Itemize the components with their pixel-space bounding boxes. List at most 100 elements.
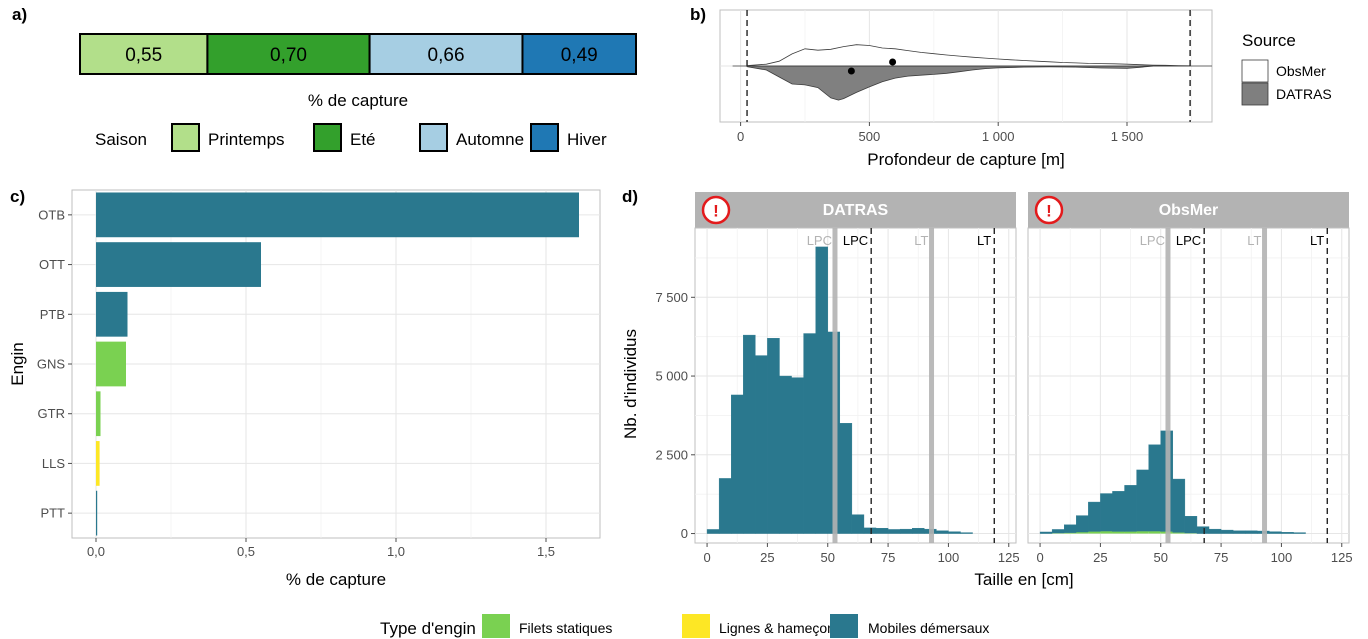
panel-a-legend-key-1	[313, 123, 342, 152]
panel-d-bar-0-11	[839, 423, 853, 534]
panel-c-bars	[96, 192, 579, 536]
panel-c-bar-gns	[96, 341, 126, 387]
panel-a-bar-3	[521, 33, 638, 75]
panel-d-bar-1-3	[1076, 515, 1089, 533]
panel-b-tick-label-1: 500	[859, 129, 881, 144]
panel-d-bar-1-20	[1281, 532, 1294, 534]
panel-c-bar-ptb	[96, 291, 128, 337]
warning-icon-glyph-0: !	[713, 202, 719, 221]
gear-legend-label-1: Lignes & hameçons	[719, 620, 842, 636]
panel-c-label: c)	[10, 187, 25, 206]
panel-c-bar-ott	[96, 242, 261, 287]
panel-d-ylabel: Nb. d'individus	[621, 329, 640, 439]
gear-type-legend: Type d'engin Filets statiques Lignes & ham…	[380, 614, 989, 638]
panel-b-legend-key-0	[1241, 59, 1269, 83]
panel-b-mean-datras	[847, 67, 855, 75]
panel-b-tick-label-0: 0	[737, 129, 744, 144]
gear-legend-key-1	[682, 614, 710, 638]
panel-b-legend-title: Source	[1242, 31, 1296, 50]
panel-b-legend-label-0: ObsMer	[1276, 63, 1326, 79]
panel-d-bar-0-12	[851, 514, 865, 534]
panel-b-label: b)	[690, 5, 706, 24]
panel-b-violin-datras	[746, 65, 1154, 101]
panel-a-bar-label-3: 0,49	[561, 45, 598, 66]
panel-d-bar-0-8	[803, 333, 816, 534]
panel-d-refline-label-0-2: LT	[914, 233, 928, 248]
panel-d-bar-1-11	[1172, 478, 1186, 533]
panel-d-strip-0	[695, 192, 1016, 228]
panel-d-refline-label-1-1: LPC	[1176, 233, 1201, 248]
panel-c-bar-gtr	[96, 391, 101, 437]
panel-d-bar-1-6	[1112, 491, 1125, 532]
panel-d-bar-1-0	[1039, 531, 1053, 534]
panel-d-xtick-label-0-0: 0	[703, 550, 710, 565]
panel-b-legend: ObsMer DATRAS	[1241, 59, 1332, 106]
panel-d-bar-0-19	[936, 530, 949, 534]
panel-d-bar-fs-1-8	[1136, 531, 1149, 534]
panel-d-bar-1-15	[1220, 529, 1234, 534]
panel-d-bar-0-7	[791, 377, 804, 534]
panel-a-bar-1	[206, 33, 371, 75]
panel-a-legend-label-1: Eté	[350, 130, 376, 149]
panel-d-xtick-label-1-1: 25	[1093, 550, 1107, 565]
panel-d-refline-label-0-3: LT	[977, 233, 991, 248]
panel-d-refline-label-0-1: LPC	[843, 233, 868, 248]
panel-d-bar-1-1	[1051, 529, 1065, 534]
panel-d-bar-1-16	[1232, 530, 1246, 534]
panel-b-tick-label-2: 1 000	[982, 129, 1015, 144]
panel-a-legend-key-2	[419, 123, 448, 152]
panel-d-bar-1-14	[1208, 528, 1222, 534]
panel-c-ytick-label-2: PTB	[40, 307, 65, 322]
panel-a-xlabel: % de capture	[308, 91, 408, 110]
gear-legend-title: Type d'engin	[380, 619, 476, 638]
panel-a-legend: Saison Printemps Eté Automne Hiver	[95, 123, 607, 152]
panel-d-bar-1-9	[1148, 444, 1161, 532]
panel-a-legend-label-3: Hiver	[567, 130, 607, 149]
warning-icon	[701, 195, 731, 225]
panel-d-bar-fs-1-5	[1100, 531, 1113, 534]
panel-d-bar-1-13	[1196, 526, 1210, 534]
panel-d-ytick-label-1: 2 500	[655, 447, 688, 462]
panel-d-bar-0-21	[960, 532, 973, 534]
panel-d-bar-fs-1-2	[1064, 532, 1077, 534]
panel-c-xtick-label-1: 0,5	[237, 544, 255, 559]
panel-d-xtick-label-0-1: 25	[760, 550, 774, 565]
panel-c-ytick-label-4: GTR	[38, 406, 65, 421]
panel-b-ticks: 0 500 1 000 1 500	[737, 122, 1143, 144]
panel-d-bar-fs-1-7	[1124, 531, 1137, 534]
panel-d-bar-fs-1-6	[1112, 531, 1125, 534]
panel-d-xtick-label-1-5: 125	[1331, 550, 1353, 565]
panel-c-xtick-label-2: 1,0	[387, 544, 405, 559]
panel-d-bar-0-15	[887, 529, 901, 534]
panel-d-facets: DATRAS! LPC LPC LT LT 0 25 50 75 100 125 ObsMer! LPC…	[655, 192, 1353, 565]
panel-a-legend-label-0: Printemps	[208, 130, 285, 149]
panel-d-bar-0-4	[755, 355, 768, 534]
panel-d-refline-label-0-0: LPC	[807, 233, 832, 248]
panel-d-bar-fs-1-4	[1088, 531, 1101, 534]
panel-c-ticks: 0,0 0,5 1,0 1,5 OTB OTT PTB GNS GTR LLS PTT	[37, 207, 555, 559]
panel-c-ytick-label-1: OTT	[39, 257, 65, 272]
panel-a-bar-0	[79, 33, 209, 75]
panel-b-legend-label-1: DATRAS	[1276, 86, 1332, 102]
panel-c-ylabel: Engin	[8, 342, 27, 385]
panel-c-ytick-label-6: PTT	[40, 506, 65, 521]
panel-a-bar-2	[368, 33, 524, 75]
panel-d-bar-fs-1-11	[1172, 532, 1185, 534]
panel-d-xtick-label-1-0: 0	[1036, 550, 1043, 565]
panel-a-legend-label-2: Automne	[456, 130, 524, 149]
panel-d-bar-0-17	[912, 527, 925, 534]
panel-c-bar-lls	[96, 441, 100, 486]
panel-d-strip-label-0: DATRAS	[823, 202, 889, 219]
panel-d-bar-0-9	[815, 246, 828, 534]
panel-c-bar-ptt	[96, 490, 98, 536]
panel-b-mean-obsmer	[889, 58, 897, 66]
panel-d-bar-1-19	[1269, 531, 1282, 534]
panel-d-xtick-label-1-2: 50	[1154, 550, 1168, 565]
panel-d-ytick-label-2: 5 000	[655, 369, 688, 384]
panel-d-bar-0-5	[767, 338, 780, 534]
panel-a-legend-title: Saison	[95, 130, 147, 149]
panel-d-bar-fs-1-3	[1076, 532, 1089, 534]
panel-a-label: a)	[12, 5, 27, 24]
panel-b-tick-label-3: 1 500	[1111, 129, 1144, 144]
